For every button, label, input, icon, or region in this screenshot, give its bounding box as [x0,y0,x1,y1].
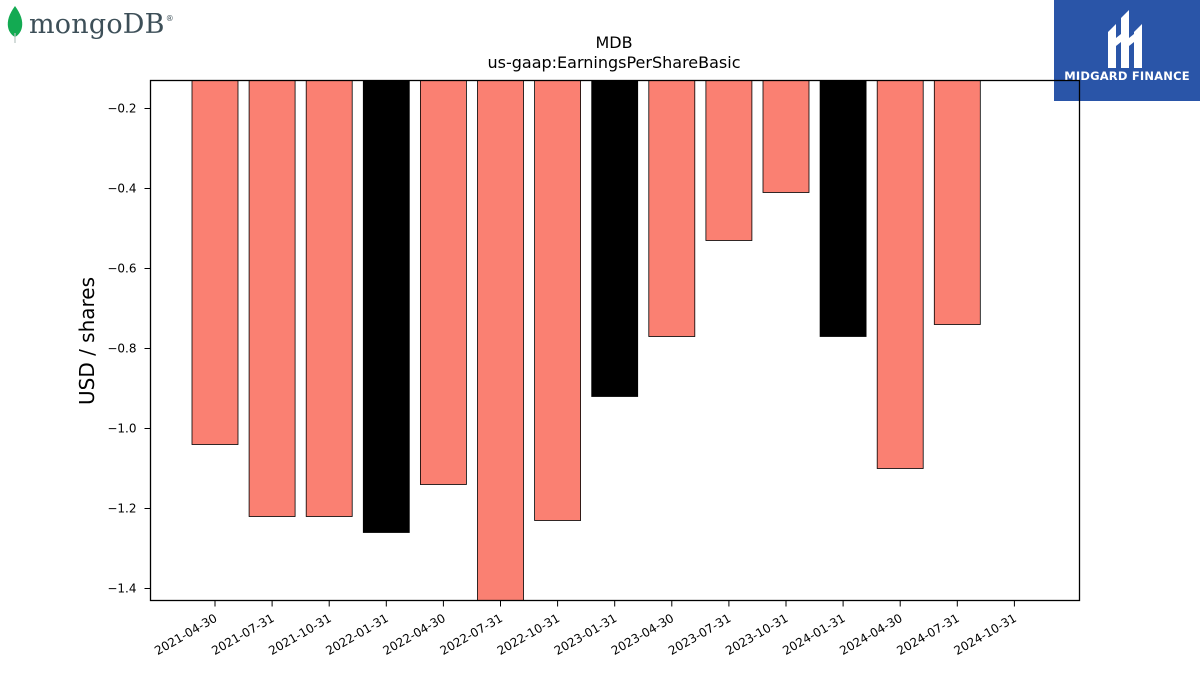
mongodb-logo: mongoDB ® [6,4,174,44]
y-axis-label: USD / shares [75,277,99,405]
bar-2024-01-31 [819,80,867,337]
bar-2023-04-30 [648,80,696,337]
bar-2024-04-30 [876,80,924,469]
x-tick-label: 2022-04-30 [380,611,447,658]
y-tick-label: −0.4 [107,182,136,196]
x-tick-label: 2022-01-31 [323,611,390,658]
y-tick-label: −0.6 [107,262,136,276]
x-tick-label: 2024-01-31 [780,611,847,658]
x-tick-label: 2023-07-31 [666,611,733,658]
midgard-finance-logo-text: MIDGARD FINANCE [1064,69,1190,83]
bar-2023-10-31 [762,80,810,193]
bar-2023-01-31 [591,80,639,397]
y-tick-label: −0.8 [107,342,136,356]
bar-2022-01-31 [362,80,410,533]
plot-frame [149,79,1081,602]
y-tick-label: −1.4 [107,582,136,596]
x-tick-label: 2021-04-30 [152,611,219,658]
y-tick-label: −1.2 [107,502,136,516]
x-tick-label: 2022-10-31 [495,611,562,658]
mongodb-logo-reg: ® [165,14,174,23]
x-tick-label: 2023-01-31 [552,611,619,658]
midgard-finance-logo: MIDGARD FINANCE [1054,0,1200,101]
bar-2021-07-31 [248,80,296,517]
chart-title: MDB [595,33,632,52]
y-axis: −0.2 −0.4 −0.6 −0.8 −1.0 −1.2 −1.4 [107,102,151,596]
bar-2022-07-31 [477,80,524,601]
bar-2021-04-30 [191,80,239,445]
bars-group [191,80,981,601]
x-tick-label: 2024-10-31 [951,611,1018,658]
bar-2023-07-31 [705,80,753,241]
x-tick-label: 2021-07-31 [209,611,276,658]
x-tick-label: 2024-04-30 [837,611,904,658]
y-tick-label: −1.0 [107,422,136,436]
x-tick-label: 2024-07-31 [894,611,961,658]
chart-subtitle: us-gaap:EarningsPerShareBasic [487,53,740,72]
x-tick-label: 2023-10-31 [723,611,790,658]
bar-2024-07-31 [933,80,981,325]
y-tick-label: −0.2 [107,102,136,116]
x-tick-label: 2022-07-31 [438,611,505,658]
bar-2022-10-31 [534,80,581,521]
leaf-icon [7,6,23,43]
x-tick-label: 2021-10-31 [266,611,333,658]
midgard-mark-icon [1108,10,1142,68]
bar-2022-04-30 [419,80,467,485]
mongodb-logo-text: mongoDB [29,8,165,40]
bar-2021-10-31 [305,80,353,517]
x-tick-label: 2023-04-30 [609,611,676,658]
x-axis: 2021-04-302021-07-312021-10-312022-01-31… [152,600,1019,658]
